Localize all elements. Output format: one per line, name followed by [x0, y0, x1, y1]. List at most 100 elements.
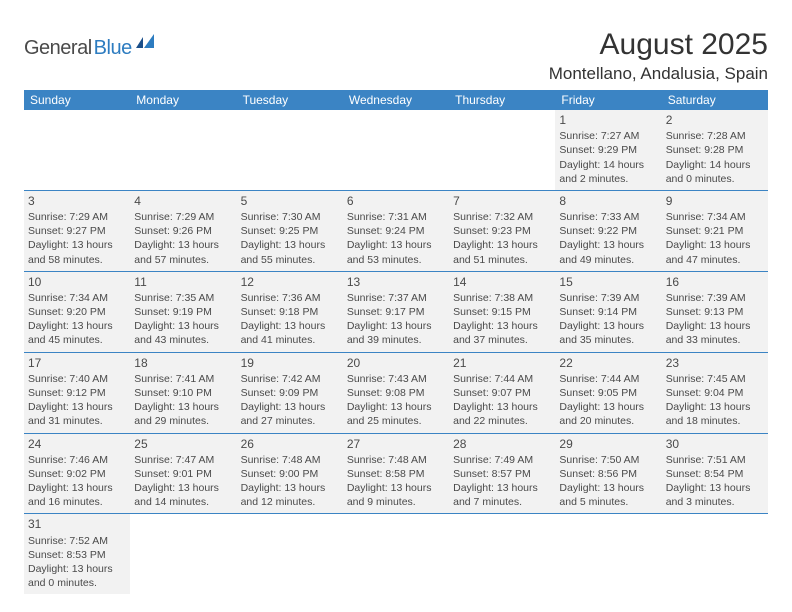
day-number: 22	[559, 355, 657, 371]
day-number: 24	[28, 436, 126, 452]
day-number: 30	[666, 436, 764, 452]
sunset-line: Sunset: 9:14 PM	[559, 305, 657, 319]
calendar-cell: 24Sunrise: 7:46 AMSunset: 9:02 PMDayligh…	[24, 433, 130, 514]
daylight-line: Daylight: 13 hours and 35 minutes.	[559, 319, 657, 347]
daylight-line: Daylight: 13 hours and 5 minutes.	[559, 481, 657, 509]
sunset-line: Sunset: 8:54 PM	[666, 467, 764, 481]
sunrise-line: Sunrise: 7:47 AM	[134, 453, 232, 467]
daylight-line: Daylight: 13 hours and 12 minutes.	[241, 481, 339, 509]
sunset-line: Sunset: 8:56 PM	[559, 467, 657, 481]
sunrise-line: Sunrise: 7:44 AM	[453, 372, 551, 386]
sunset-line: Sunset: 9:10 PM	[134, 386, 232, 400]
daylight-line: Daylight: 13 hours and 49 minutes.	[559, 238, 657, 266]
day-number: 20	[347, 355, 445, 371]
calendar-cell: 1Sunrise: 7:27 AMSunset: 9:29 PMDaylight…	[555, 110, 661, 190]
day-number: 15	[559, 274, 657, 290]
calendar-row: 1Sunrise: 7:27 AMSunset: 9:29 PMDaylight…	[24, 110, 768, 190]
calendar-cell: 6Sunrise: 7:31 AMSunset: 9:24 PMDaylight…	[343, 190, 449, 271]
daylight-line: Daylight: 13 hours and 57 minutes.	[134, 238, 232, 266]
sunrise-line: Sunrise: 7:34 AM	[28, 291, 126, 305]
sunrise-line: Sunrise: 7:38 AM	[453, 291, 551, 305]
page-title: August 2025	[549, 28, 768, 62]
calendar-cell: 7Sunrise: 7:32 AMSunset: 9:23 PMDaylight…	[449, 190, 555, 271]
day-number: 5	[241, 193, 339, 209]
sunrise-line: Sunrise: 7:39 AM	[559, 291, 657, 305]
day-number: 27	[347, 436, 445, 452]
day-number: 17	[28, 355, 126, 371]
sunset-line: Sunset: 9:17 PM	[347, 305, 445, 319]
sunset-line: Sunset: 9:09 PM	[241, 386, 339, 400]
sunset-line: Sunset: 9:29 PM	[559, 143, 657, 157]
sunrise-line: Sunrise: 7:41 AM	[134, 372, 232, 386]
calendar-cell-empty	[662, 514, 768, 594]
daylight-line: Daylight: 13 hours and 25 minutes.	[347, 400, 445, 428]
calendar-table: SundayMondayTuesdayWednesdayThursdayFrid…	[24, 90, 768, 594]
calendar-cell: 27Sunrise: 7:48 AMSunset: 8:58 PMDayligh…	[343, 433, 449, 514]
calendar-cell: 9Sunrise: 7:34 AMSunset: 9:21 PMDaylight…	[662, 190, 768, 271]
day-number: 28	[453, 436, 551, 452]
sunrise-line: Sunrise: 7:29 AM	[28, 210, 126, 224]
sunrise-line: Sunrise: 7:31 AM	[347, 210, 445, 224]
daylight-line: Daylight: 14 hours and 2 minutes.	[559, 158, 657, 186]
sunset-line: Sunset: 9:20 PM	[28, 305, 126, 319]
sunrise-line: Sunrise: 7:52 AM	[28, 534, 126, 548]
sunrise-line: Sunrise: 7:42 AM	[241, 372, 339, 386]
calendar-cell-empty	[343, 514, 449, 594]
calendar-cell-empty	[130, 514, 236, 594]
daylight-line: Daylight: 13 hours and 3 minutes.	[666, 481, 764, 509]
weekday-header: Saturday	[662, 90, 768, 110]
location: Montellano, Andalusia, Spain	[549, 64, 768, 84]
sunset-line: Sunset: 9:19 PM	[134, 305, 232, 319]
calendar-cell: 30Sunrise: 7:51 AMSunset: 8:54 PMDayligh…	[662, 433, 768, 514]
sunrise-line: Sunrise: 7:48 AM	[347, 453, 445, 467]
sunrise-line: Sunrise: 7:29 AM	[134, 210, 232, 224]
daylight-line: Daylight: 13 hours and 45 minutes.	[28, 319, 126, 347]
calendar-row: 31Sunrise: 7:52 AMSunset: 8:53 PMDayligh…	[24, 514, 768, 594]
calendar-cell: 11Sunrise: 7:35 AMSunset: 9:19 PMDayligh…	[130, 271, 236, 352]
sunrise-line: Sunrise: 7:32 AM	[453, 210, 551, 224]
logo: GeneralBlue	[24, 34, 158, 63]
calendar-cell-empty	[237, 110, 343, 190]
weekday-header: Thursday	[449, 90, 555, 110]
sunset-line: Sunset: 9:22 PM	[559, 224, 657, 238]
daylight-line: Daylight: 13 hours and 41 minutes.	[241, 319, 339, 347]
sunset-line: Sunset: 9:05 PM	[559, 386, 657, 400]
sunset-line: Sunset: 9:27 PM	[28, 224, 126, 238]
day-number: 11	[134, 274, 232, 290]
calendar-cell-empty	[449, 110, 555, 190]
weekday-header: Tuesday	[237, 90, 343, 110]
sunrise-line: Sunrise: 7:34 AM	[666, 210, 764, 224]
sunset-line: Sunset: 9:00 PM	[241, 467, 339, 481]
calendar-cell: 17Sunrise: 7:40 AMSunset: 9:12 PMDayligh…	[24, 352, 130, 433]
daylight-line: Daylight: 13 hours and 31 minutes.	[28, 400, 126, 428]
sunset-line: Sunset: 9:26 PM	[134, 224, 232, 238]
day-number: 6	[347, 193, 445, 209]
day-number: 7	[453, 193, 551, 209]
sunset-line: Sunset: 9:13 PM	[666, 305, 764, 319]
calendar-cell: 31Sunrise: 7:52 AMSunset: 8:53 PMDayligh…	[24, 514, 130, 594]
calendar-cell: 4Sunrise: 7:29 AMSunset: 9:26 PMDaylight…	[130, 190, 236, 271]
calendar-cell: 5Sunrise: 7:30 AMSunset: 9:25 PMDaylight…	[237, 190, 343, 271]
sunset-line: Sunset: 8:53 PM	[28, 548, 126, 562]
calendar-row: 10Sunrise: 7:34 AMSunset: 9:20 PMDayligh…	[24, 271, 768, 352]
sunset-line: Sunset: 9:21 PM	[666, 224, 764, 238]
day-number: 3	[28, 193, 126, 209]
day-number: 16	[666, 274, 764, 290]
day-number: 9	[666, 193, 764, 209]
day-number: 31	[28, 516, 126, 532]
weekday-header: Wednesday	[343, 90, 449, 110]
sunrise-line: Sunrise: 7:39 AM	[666, 291, 764, 305]
daylight-line: Daylight: 13 hours and 58 minutes.	[28, 238, 126, 266]
calendar-cell: 20Sunrise: 7:43 AMSunset: 9:08 PMDayligh…	[343, 352, 449, 433]
day-number: 18	[134, 355, 232, 371]
sunset-line: Sunset: 9:02 PM	[28, 467, 126, 481]
daylight-line: Daylight: 13 hours and 9 minutes.	[347, 481, 445, 509]
logo-text-blue: Blue	[94, 37, 132, 60]
day-number: 10	[28, 274, 126, 290]
weekday-header: Monday	[130, 90, 236, 110]
day-number: 4	[134, 193, 232, 209]
day-number: 19	[241, 355, 339, 371]
title-block: August 2025 Montellano, Andalusia, Spain	[549, 28, 768, 84]
sunset-line: Sunset: 9:28 PM	[666, 143, 764, 157]
sunset-line: Sunset: 9:08 PM	[347, 386, 445, 400]
